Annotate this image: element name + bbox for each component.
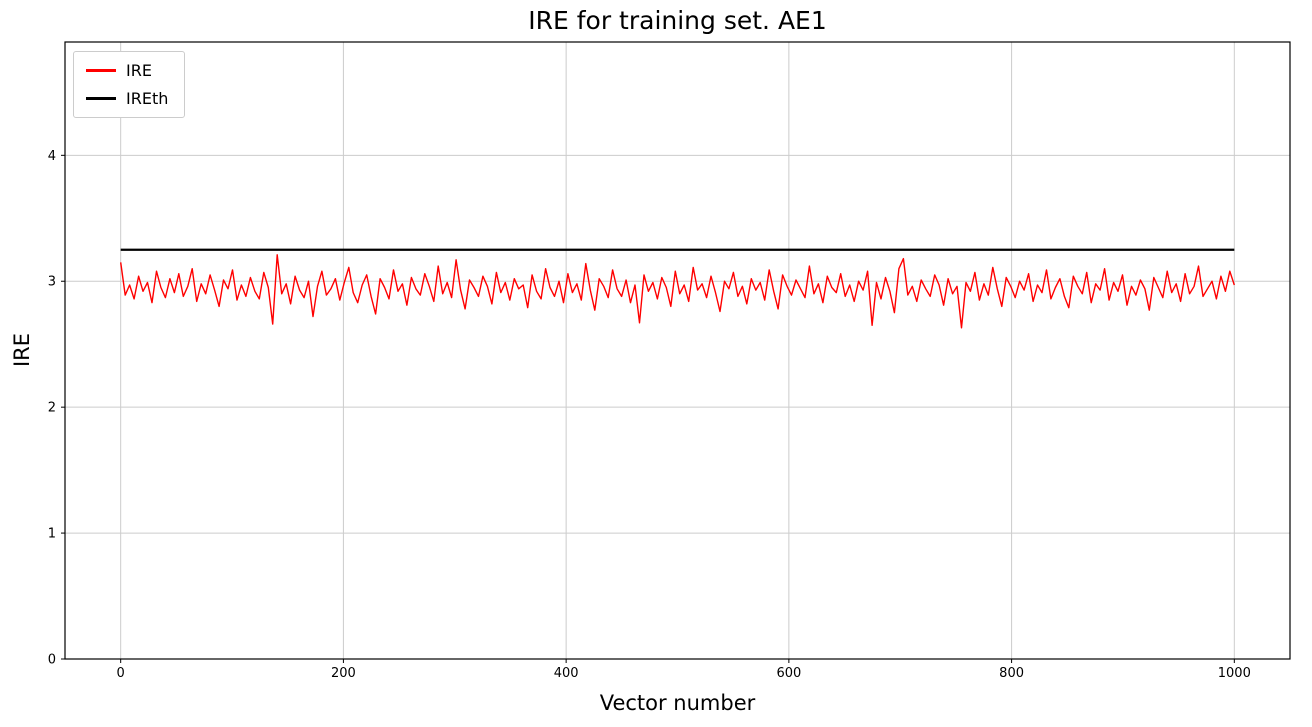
ire-line [120, 254, 1235, 329]
ire-line-swatch [86, 69, 116, 72]
legend-label-ireth: IREth [126, 89, 169, 108]
x-tick-label: 1000 [1218, 666, 1251, 681]
y-tick-label: 3 [48, 275, 56, 290]
x-tick-label: 600 [776, 666, 801, 681]
y-tick-label: 0 [48, 653, 56, 668]
x-tick-label: 0 [117, 666, 125, 681]
y-axis-label: IRE [10, 332, 34, 368]
x-tick-label: 400 [554, 666, 579, 681]
x-tick-label: 200 [331, 666, 356, 681]
y-tick-label: 4 [48, 149, 56, 164]
legend-item-ireth: IREth [86, 89, 168, 108]
ireth-line-swatch [86, 97, 116, 100]
x-tick-label: 800 [999, 666, 1024, 681]
legend-label-ire: IRE [126, 61, 152, 80]
legend: IRE IREth [73, 51, 186, 118]
y-tick-label: 1 [48, 527, 56, 542]
legend-item-ire: IRE [86, 61, 168, 80]
x-axis-label: Vector number [599, 691, 756, 715]
y-tick-label: 2 [48, 401, 56, 416]
chart-title: IRE for training set. AE1 [528, 6, 827, 35]
axes-spines [64, 41, 1291, 660]
